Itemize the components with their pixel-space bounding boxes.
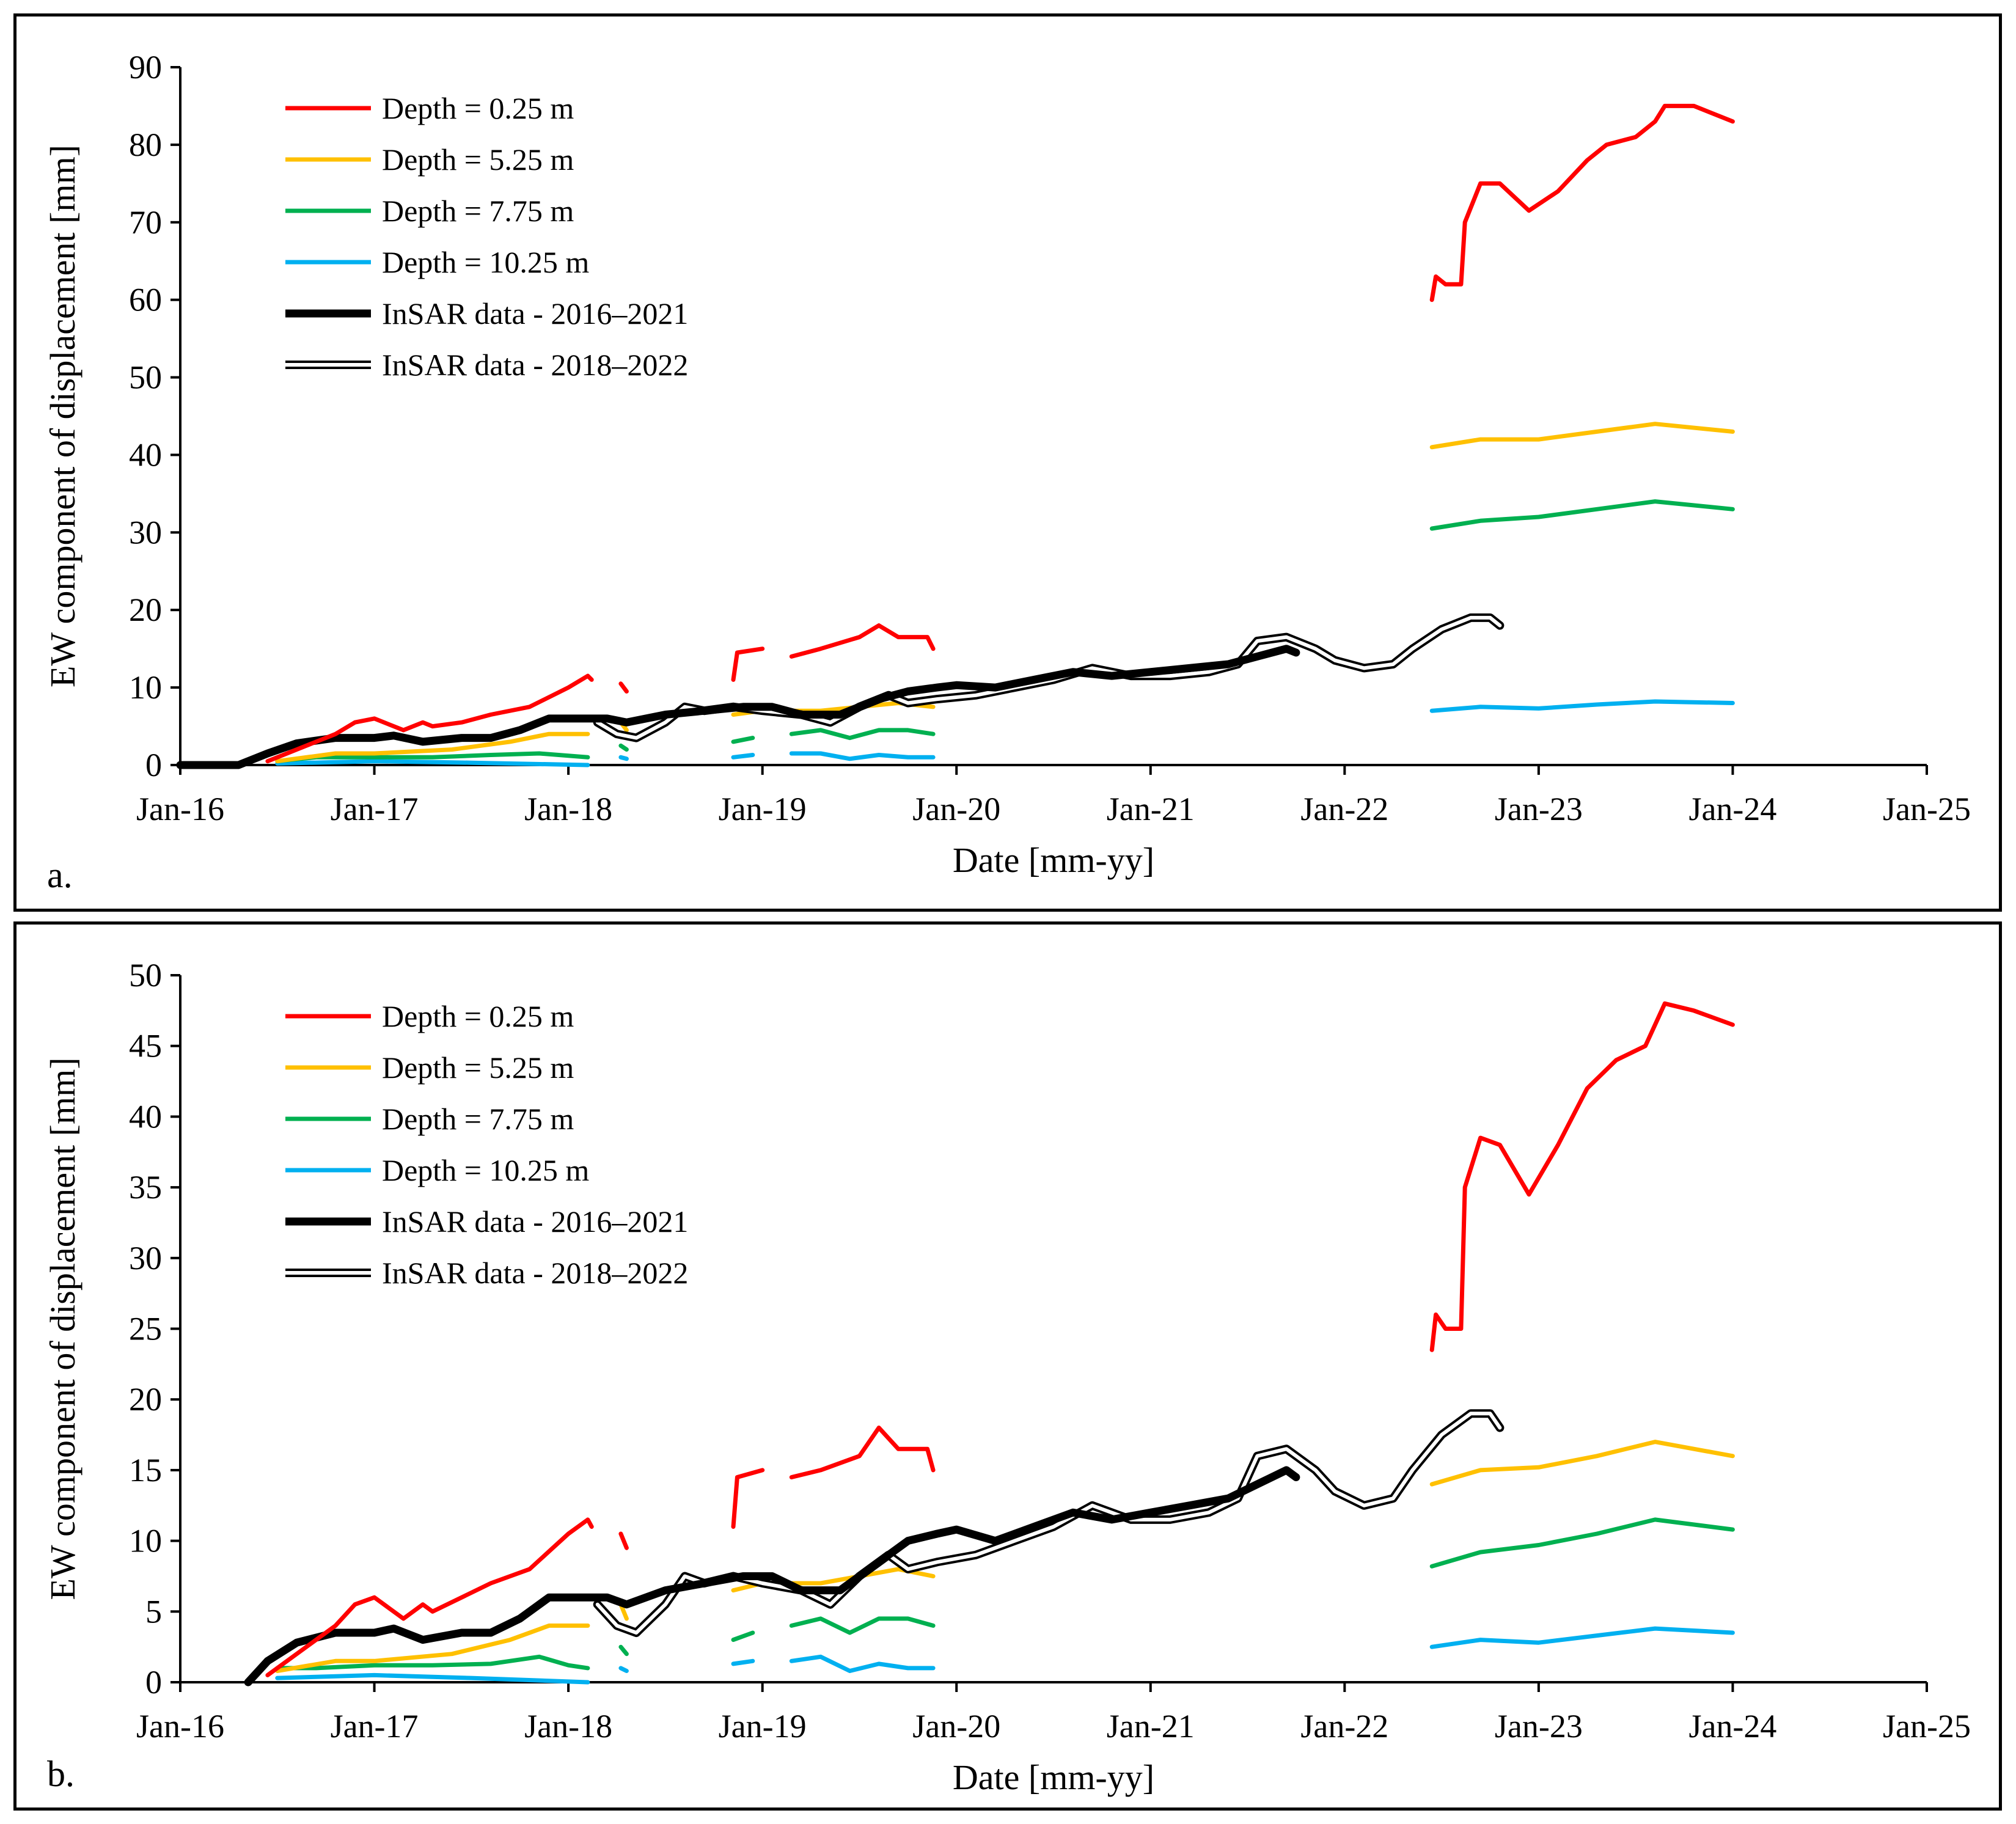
series-line-depth-7-75-m: [789, 728, 936, 741]
chart-panel-a: 0 10 20 30 40 50 60 70 80 90 Jan-16 Jan-17 Jan-18 Jan…: [13, 13, 2002, 912]
x-axis-title: Date [mm-yy]: [953, 840, 1154, 880]
x-tick-label: Jan-24: [1688, 791, 1776, 827]
y-tick-label: 30: [129, 514, 162, 551]
y-tick-label: 0: [145, 747, 162, 783]
y-tick-label: 45: [129, 1028, 162, 1064]
y-axis-title: EW component of displacement [mm]: [43, 145, 82, 687]
series-line-depth-5-25-m: [275, 1623, 590, 1673]
series-line-depth-10-25-m: [1429, 1626, 1735, 1649]
series-line-depth-10-25-m: [789, 1654, 936, 1673]
series-line-depth-0-25-m: [618, 681, 629, 694]
series-line-depth-7-75-m: [1429, 499, 1735, 531]
series-line-depth-7-75-m: [275, 751, 590, 764]
y-tick-label: 50: [129, 359, 162, 396]
y-tick-label: 10: [129, 669, 162, 706]
x-tick-label: Jan-22: [1300, 791, 1388, 827]
legend-label: Depth = 0.25 m: [382, 999, 574, 1033]
x-tick-label: Jan-18: [524, 791, 612, 827]
y-tick-label: 20: [129, 592, 162, 628]
series-line-depth-5-25-m: [1429, 422, 1735, 450]
series-line-depth-5-25-m: [1429, 1440, 1735, 1487]
series-line-depth-7-75-m: [789, 1616, 936, 1635]
x-tick-label: Jan-25: [1883, 1708, 1971, 1745]
x-tick-label: Jan-16: [136, 791, 224, 827]
series-line-depth-7-75-m: [618, 743, 629, 752]
series-line-depth-7-75-m: [618, 1644, 629, 1657]
legend-label: InSAR data - 2018–2022: [382, 1256, 688, 1290]
legend-label: Depth = 0.25 m: [382, 91, 574, 125]
legend-label: InSAR data - 2016–2021: [382, 296, 688, 331]
series-line-depth-10-25-m: [275, 759, 590, 767]
series-line-depth-0-25-m: [731, 1468, 765, 1529]
chart-panel-b: 0 5 10 15 20 25 30 35 40 45 50 Jan-16 Jan-17 Jan-18 Ja…: [13, 921, 2002, 1811]
x-tick-label: Jan-18: [524, 1708, 612, 1745]
x-tick-label: Jan-22: [1300, 1708, 1388, 1745]
x-tick-label: Jan-25: [1883, 791, 1971, 827]
panel-label: b.: [47, 1754, 75, 1794]
series-line-insar-data-2016-2021: [176, 645, 1300, 769]
y-tick-label: 35: [129, 1169, 162, 1206]
series-line-depth-10-25-m: [789, 751, 936, 761]
legend-label: InSAR data - 2018–2022: [382, 348, 688, 382]
x-tick-label: Jan-20: [912, 1708, 1000, 1745]
x-tick-label: Jan-20: [912, 791, 1000, 827]
series-line-depth-7-75-m: [1429, 1517, 1735, 1569]
series-line-depth-10-25-m: [618, 1666, 629, 1673]
series-line-depth-0-25-m: [731, 646, 765, 682]
series-line-depth-0-25-m: [265, 1517, 594, 1677]
y-tick-label: 20: [129, 1381, 162, 1418]
legend-label: Depth = 7.75 m: [382, 1102, 574, 1136]
series-line-depth-0-25-m: [789, 1426, 936, 1479]
legend-label: InSAR data - 2016–2021: [382, 1204, 688, 1239]
series-line-depth-0-25-m: [265, 673, 594, 764]
y-tick-label: 50: [129, 957, 162, 994]
y-tick-label: 10: [129, 1523, 162, 1559]
y-tick-label: 80: [129, 126, 162, 163]
legend-label: Depth = 7.75 m: [382, 194, 574, 228]
series-line-depth-7-75-m: [731, 1630, 755, 1643]
x-tick-label: Jan-23: [1495, 791, 1583, 827]
panel-label: a.: [47, 855, 73, 895]
series-line-depth-10-25-m: [1429, 699, 1735, 713]
y-tick-label: 90: [129, 49, 162, 86]
legend-label: Depth = 5.25 m: [382, 1050, 574, 1085]
x-tick-label: Jan-23: [1495, 1708, 1583, 1745]
series-line-depth-7-75-m: [731, 736, 755, 744]
y-tick-label: 5: [145, 1593, 162, 1630]
y-axis-title: EW component of displacement [mm]: [43, 1057, 82, 1600]
series-line-insar-data-2016-2021: [244, 1466, 1300, 1687]
legend-label: Depth = 5.25 m: [382, 142, 574, 177]
series-line-depth-10-25-m: [731, 753, 755, 760]
series-line-depth-0-25-m: [1429, 103, 1735, 302]
x-tick-label: Jan-24: [1688, 1708, 1776, 1745]
series-line-depth-0-25-m: [789, 623, 936, 659]
x-tick-label: Jan-16: [136, 1708, 224, 1745]
chart-svg-a: 0 10 20 30 40 50 60 70 80 90 Jan-16 Jan-17 Jan-18 Jan…: [43, 49, 1971, 895]
y-tick-label: 25: [129, 1311, 162, 1347]
y-tick-label: 40: [129, 436, 162, 473]
series-line-depth-5-25-m: [275, 731, 590, 764]
legend-label: Depth = 10.25 m: [382, 245, 589, 279]
x-tick-label: Jan-21: [1107, 791, 1195, 827]
chart-svg-b: 0 5 10 15 20 25 30 35 40 45 50 Jan-16 Jan-17 Jan-18 Ja…: [43, 957, 1971, 1797]
series-line-depth-10-25-m: [731, 1658, 755, 1666]
x-axis-title: Date [mm-yy]: [953, 1757, 1154, 1797]
series-line-depth-10-25-m: [275, 1672, 590, 1685]
series-line-depth-0-25-m: [618, 1531, 629, 1550]
y-tick-label: 0: [145, 1664, 162, 1701]
series-line-depth-10-25-m: [618, 755, 629, 761]
x-tick-label: Jan-17: [331, 1708, 419, 1745]
x-tick-label: Jan-21: [1107, 1708, 1195, 1745]
x-tick-label: Jan-19: [719, 1708, 807, 1745]
y-tick-label: 30: [129, 1240, 162, 1276]
y-tick-label: 70: [129, 204, 162, 241]
x-tick-label: Jan-19: [719, 791, 807, 827]
y-tick-label: 15: [129, 1452, 162, 1489]
legend-label: Depth = 10.25 m: [382, 1153, 589, 1187]
x-tick-label: Jan-17: [331, 791, 419, 827]
y-tick-label: 40: [129, 1098, 162, 1135]
series-line-depth-7-75-m: [275, 1654, 590, 1671]
y-tick-label: 60: [129, 282, 162, 318]
series-line-depth-0-25-m: [1429, 1001, 1735, 1352]
